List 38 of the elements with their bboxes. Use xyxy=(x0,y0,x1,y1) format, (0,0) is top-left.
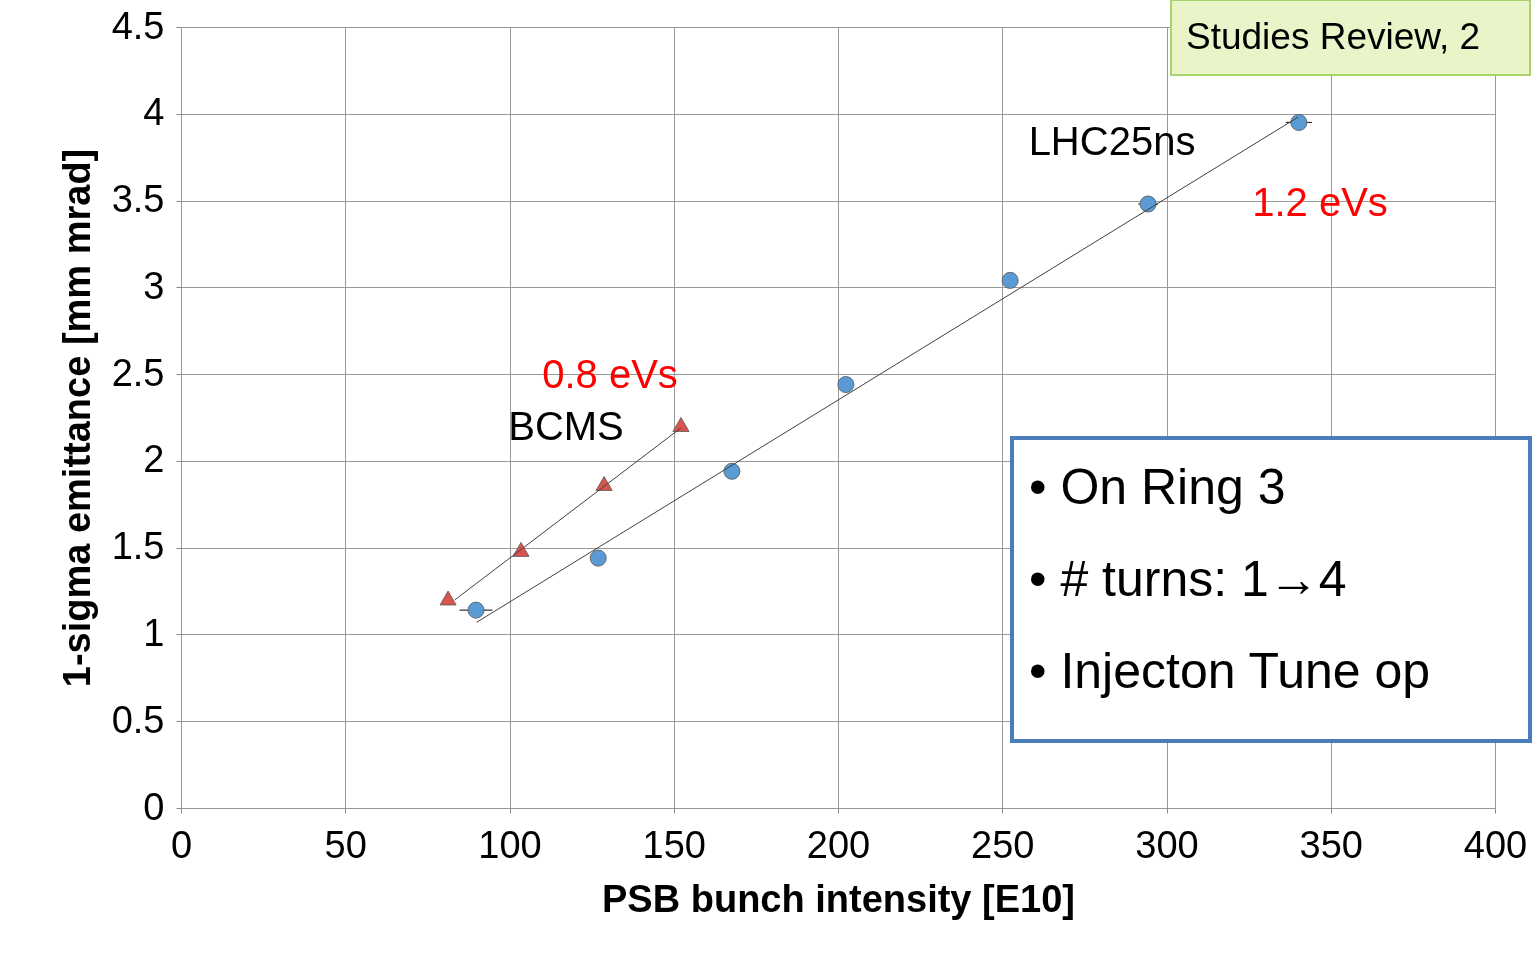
y-tick-label: 4 xyxy=(143,91,165,134)
point xyxy=(439,590,457,606)
x-tick-label: 300 xyxy=(1135,823,1199,866)
x-tick-label: 250 xyxy=(971,823,1035,866)
y-tick-label: 3.5 xyxy=(111,178,165,221)
point xyxy=(837,376,855,393)
annotation: Studies Review, 2 xyxy=(1186,16,1481,57)
point xyxy=(467,601,485,619)
y-tick-label: 1.5 xyxy=(111,525,165,568)
point xyxy=(589,549,607,567)
annotation: 1.2 eVs xyxy=(1252,180,1388,224)
y-tick-label: 3 xyxy=(143,264,165,307)
annotation: 0.8 eVs xyxy=(542,352,678,396)
annotation: BCMS xyxy=(508,404,624,448)
annotation: • On Ring 3 xyxy=(1029,459,1286,515)
x-tick-label: 200 xyxy=(806,823,871,866)
annotation: LHC25ns xyxy=(1028,119,1196,163)
y-tick-label: 0 xyxy=(143,785,165,828)
annotation: • Injecton Tune op xyxy=(1029,643,1431,699)
x-tick-label: 350 xyxy=(1299,823,1363,866)
y-tick-label: 0.5 xyxy=(111,698,165,741)
point xyxy=(1139,195,1157,213)
y-tick-label: 2.5 xyxy=(111,351,165,394)
point xyxy=(1290,114,1308,131)
x-tick-label: 150 xyxy=(642,823,706,866)
annotation: • # turns: 1→4 xyxy=(1029,551,1347,607)
y-tick-label: 1 xyxy=(143,611,165,654)
point xyxy=(672,417,690,432)
point xyxy=(1001,271,1019,289)
x-tick-label: 50 xyxy=(324,823,367,866)
x-tick-label: 100 xyxy=(478,823,542,866)
point xyxy=(723,462,741,480)
x-tick-label: 400 xyxy=(1463,823,1528,866)
x-tick-label: 0 xyxy=(170,823,193,866)
y-tick-label: 4.5 xyxy=(111,4,165,47)
y-tick-label: 2 xyxy=(143,438,165,481)
x-axis-title: PSB bunch intensity [E10] xyxy=(602,877,1075,920)
y-axis-title: 1-sigma emittance [mm mrad] xyxy=(55,148,98,688)
